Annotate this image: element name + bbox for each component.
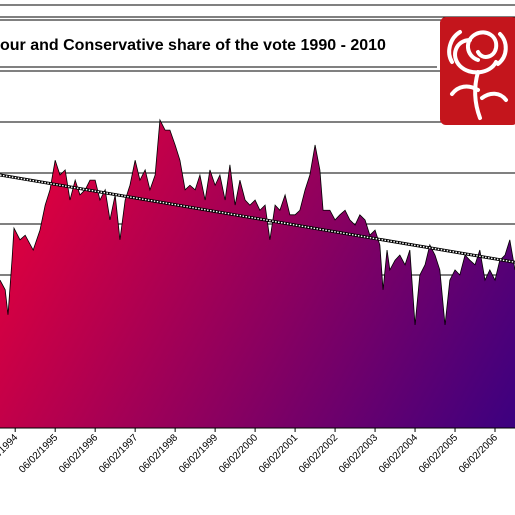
x-tick-label: 06/02/1999 xyxy=(177,432,220,475)
x-tick-label: 06/02/2000 xyxy=(217,432,260,475)
x-tick-label: 06/02/2004 xyxy=(377,432,420,475)
chart-title: our and Conservative share of the vote 1… xyxy=(0,37,386,54)
area xyxy=(0,119,515,429)
x-tick-label: 06/02/2001 xyxy=(257,432,300,475)
trend-line-dots xyxy=(0,174,515,263)
area-outline xyxy=(0,118,515,326)
x-tick-label: 06/02/2002 xyxy=(297,432,340,475)
x-tick-label: 06/02/1998 xyxy=(137,432,180,475)
x-tick-label: /1994 xyxy=(0,432,21,458)
x-tick-label: 06/02/1997 xyxy=(97,432,140,475)
x-tick-label: 06/02/1995 xyxy=(17,432,60,475)
x-tick-label: 06/02/1996 xyxy=(57,432,100,475)
x-tick-label: 06/02/2006 xyxy=(457,432,500,475)
x-tick-label: 06/02/2003 xyxy=(337,432,380,475)
x-tick-label: 06/02/2005 xyxy=(417,432,460,475)
logo xyxy=(440,17,515,125)
